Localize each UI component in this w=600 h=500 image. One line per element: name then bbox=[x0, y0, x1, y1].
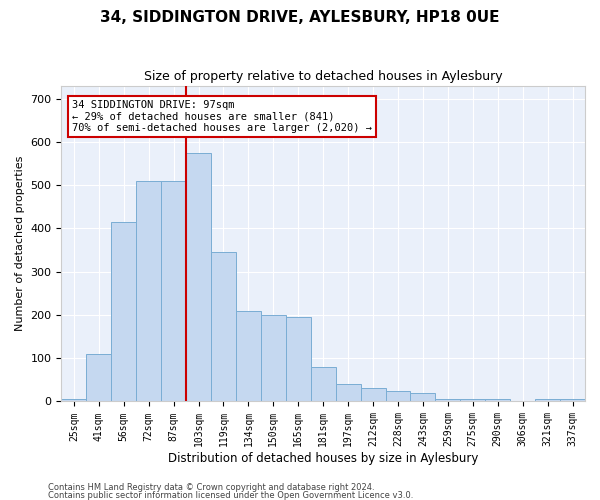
Bar bbox=[485, 400, 510, 402]
Y-axis label: Number of detached properties: Number of detached properties bbox=[15, 156, 25, 331]
Text: 34 SIDDINGTON DRIVE: 97sqm
← 29% of detached houses are smaller (841)
70% of sem: 34 SIDDINGTON DRIVE: 97sqm ← 29% of deta… bbox=[72, 100, 372, 133]
Bar bbox=[410, 393, 436, 402]
Bar bbox=[436, 400, 460, 402]
Bar bbox=[311, 367, 335, 402]
Bar bbox=[560, 400, 585, 402]
Bar bbox=[86, 354, 111, 402]
Bar bbox=[161, 181, 186, 402]
Bar bbox=[460, 400, 485, 402]
Bar bbox=[286, 317, 311, 402]
Bar bbox=[136, 181, 161, 402]
Title: Size of property relative to detached houses in Aylesbury: Size of property relative to detached ho… bbox=[144, 70, 503, 83]
Bar bbox=[386, 390, 410, 402]
Bar bbox=[186, 152, 211, 402]
Bar bbox=[61, 400, 86, 402]
Text: 34, SIDDINGTON DRIVE, AYLESBURY, HP18 0UE: 34, SIDDINGTON DRIVE, AYLESBURY, HP18 0U… bbox=[100, 10, 500, 25]
Bar bbox=[535, 400, 560, 402]
Bar bbox=[111, 222, 136, 402]
Bar bbox=[261, 315, 286, 402]
Bar bbox=[335, 384, 361, 402]
Bar bbox=[361, 388, 386, 402]
Text: Contains public sector information licensed under the Open Government Licence v3: Contains public sector information licen… bbox=[48, 491, 413, 500]
Bar bbox=[236, 310, 261, 402]
Text: Contains HM Land Registry data © Crown copyright and database right 2024.: Contains HM Land Registry data © Crown c… bbox=[48, 484, 374, 492]
Bar bbox=[211, 252, 236, 402]
X-axis label: Distribution of detached houses by size in Aylesbury: Distribution of detached houses by size … bbox=[168, 452, 478, 465]
